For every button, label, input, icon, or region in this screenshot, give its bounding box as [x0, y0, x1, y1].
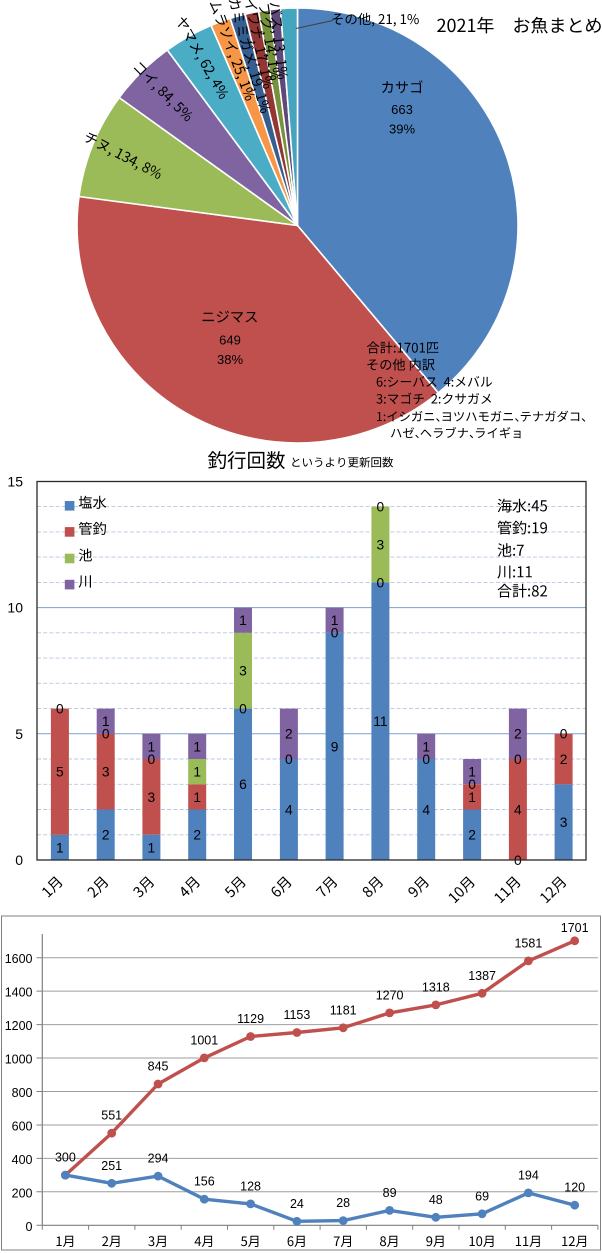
svg-text:1: 1: [422, 739, 430, 754]
svg-text:1: 1: [331, 613, 339, 628]
svg-text:845: 845: [148, 1060, 169, 1074]
svg-text:3: 3: [377, 537, 385, 552]
svg-text:3: 3: [239, 664, 247, 679]
svg-text:0: 0: [26, 1220, 33, 1234]
svg-text:128: 128: [240, 1179, 261, 1193]
svg-text:400: 400: [12, 1153, 33, 1167]
svg-text:0: 0: [102, 727, 110, 742]
svg-text:294: 294: [148, 1152, 169, 1166]
svg-text:600: 600: [12, 1120, 33, 1134]
svg-text:194: 194: [518, 1168, 539, 1182]
svg-text:251: 251: [101, 1159, 122, 1173]
svg-text:3: 3: [560, 815, 568, 830]
svg-text:4: 4: [514, 802, 522, 817]
svg-text:156: 156: [194, 1175, 215, 1189]
svg-text:0: 0: [285, 752, 293, 767]
svg-text:1: 1: [239, 613, 247, 628]
svg-text:3: 3: [102, 765, 110, 780]
svg-text:1387: 1387: [468, 969, 496, 983]
svg-text:1400: 1400: [5, 986, 33, 1000]
svg-text:1: 1: [193, 739, 201, 754]
svg-text:1318: 1318: [422, 980, 450, 994]
svg-text:69: 69: [475, 1189, 489, 1203]
svg-text:1200: 1200: [5, 1019, 33, 1033]
svg-text:2: 2: [468, 828, 476, 843]
svg-text:1: 1: [102, 714, 110, 729]
svg-text:1181: 1181: [330, 1003, 357, 1017]
svg-text:10: 10: [7, 600, 23, 616]
svg-text:1: 1: [193, 790, 201, 805]
svg-text:551: 551: [101, 1109, 122, 1123]
svg-text:24: 24: [290, 1197, 304, 1211]
svg-text:2: 2: [102, 828, 110, 843]
svg-text:1581: 1581: [514, 936, 542, 950]
svg-text:0: 0: [468, 777, 476, 792]
svg-text:0: 0: [514, 752, 522, 767]
svg-text:1000: 1000: [5, 1053, 33, 1067]
svg-text:15: 15: [7, 473, 23, 489]
svg-text:2: 2: [514, 727, 522, 742]
svg-text:0: 0: [377, 500, 385, 515]
svg-text:120: 120: [564, 1181, 585, 1195]
svg-text:0: 0: [560, 727, 568, 742]
svg-text:9: 9: [331, 739, 339, 754]
svg-text:38%: 38%: [217, 352, 243, 367]
svg-text:0: 0: [331, 626, 339, 641]
svg-text:649: 649: [219, 332, 241, 347]
svg-text:4: 4: [422, 802, 430, 817]
svg-text:663: 663: [391, 102, 413, 117]
svg-text:5: 5: [56, 765, 64, 780]
svg-text:6: 6: [239, 777, 247, 792]
svg-text:4: 4: [285, 802, 293, 817]
svg-text:0: 0: [422, 752, 430, 767]
svg-text:48: 48: [429, 1193, 443, 1207]
svg-text:300: 300: [55, 1151, 76, 1165]
svg-text:89: 89: [383, 1186, 397, 1200]
svg-text:1: 1: [148, 840, 156, 855]
svg-text:2: 2: [285, 727, 293, 742]
svg-text:1129: 1129: [237, 1012, 264, 1026]
svg-text:1001: 1001: [190, 1033, 218, 1047]
svg-text:2: 2: [193, 828, 201, 843]
svg-text:0: 0: [377, 575, 385, 590]
svg-text:1: 1: [468, 790, 476, 805]
svg-text:800: 800: [12, 1086, 33, 1100]
svg-text:200: 200: [12, 1186, 33, 1200]
svg-text:2: 2: [560, 752, 568, 767]
svg-text:1: 1: [468, 765, 476, 780]
svg-text:1600: 1600: [5, 952, 33, 966]
svg-text:1270: 1270: [376, 988, 404, 1002]
svg-text:1: 1: [56, 840, 64, 855]
svg-text:11: 11: [373, 714, 387, 729]
svg-text:1: 1: [148, 739, 156, 754]
svg-text:1: 1: [193, 765, 201, 780]
svg-text:3: 3: [148, 790, 156, 805]
svg-text:1701: 1701: [561, 921, 589, 935]
svg-text:28: 28: [336, 1196, 350, 1210]
svg-text:0: 0: [148, 752, 156, 767]
svg-text:0: 0: [15, 852, 23, 868]
svg-text:0: 0: [239, 702, 247, 717]
svg-text:1153: 1153: [283, 1008, 310, 1022]
svg-text:0: 0: [56, 702, 64, 717]
svg-text:39%: 39%: [389, 122, 415, 137]
svg-text:5: 5: [15, 726, 23, 742]
